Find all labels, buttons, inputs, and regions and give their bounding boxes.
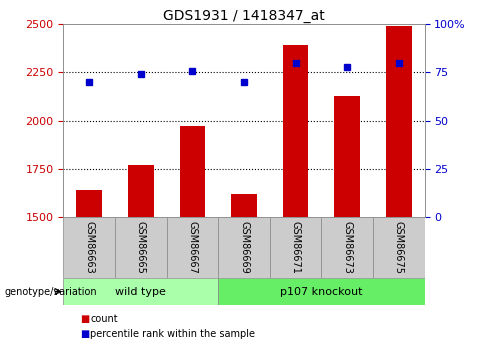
Bar: [128, 165, 154, 217]
Bar: [283, 46, 308, 217]
Text: ■: ■: [81, 329, 90, 339]
Bar: [218, 278, 425, 305]
Text: count: count: [90, 314, 118, 324]
Text: wild type: wild type: [115, 287, 166, 296]
Text: GSM86667: GSM86667: [187, 221, 198, 274]
Title: GDS1931 / 1418347_at: GDS1931 / 1418347_at: [163, 9, 325, 23]
Bar: [76, 190, 102, 217]
Text: GSM86675: GSM86675: [394, 221, 404, 274]
Bar: [166, 217, 218, 278]
Text: genotype/variation: genotype/variation: [5, 287, 98, 296]
Bar: [373, 217, 425, 278]
Text: GSM86673: GSM86673: [342, 221, 352, 274]
Text: GSM86671: GSM86671: [290, 221, 301, 274]
Bar: [322, 217, 373, 278]
Bar: [63, 217, 115, 278]
Bar: [270, 217, 322, 278]
Bar: [334, 96, 360, 217]
Text: GSM86663: GSM86663: [84, 221, 94, 274]
Bar: [231, 194, 257, 217]
Bar: [180, 126, 205, 217]
Bar: [386, 26, 412, 217]
Text: p107 knockout: p107 knockout: [280, 287, 363, 296]
Text: GSM86665: GSM86665: [136, 221, 146, 274]
Bar: [218, 217, 270, 278]
Text: GSM86669: GSM86669: [239, 221, 249, 274]
Bar: [63, 278, 218, 305]
Bar: [115, 217, 166, 278]
Text: percentile rank within the sample: percentile rank within the sample: [90, 329, 255, 339]
Text: ■: ■: [81, 314, 90, 324]
